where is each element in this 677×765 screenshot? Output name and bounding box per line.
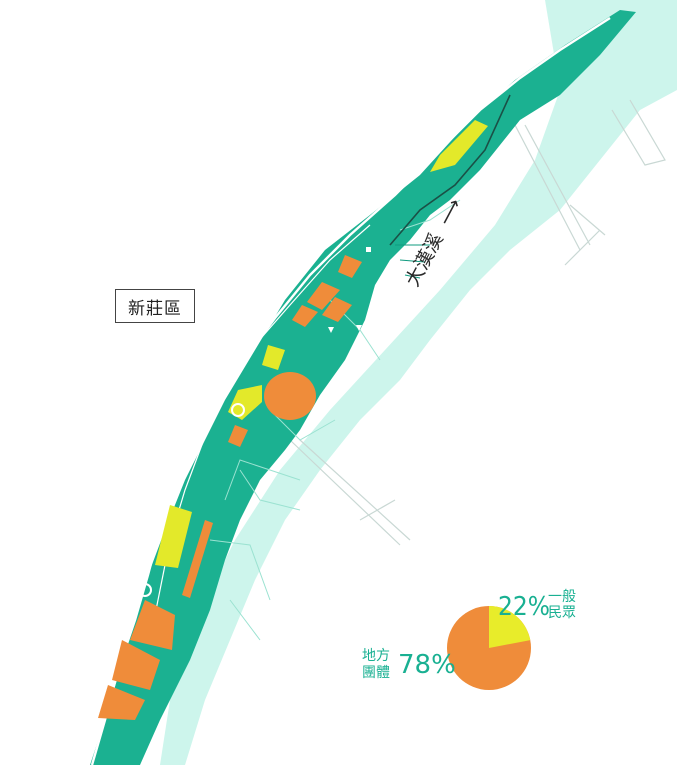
river-area [160, 0, 677, 765]
general-public-label: 一般民眾 [548, 589, 576, 621]
roundabout-south [138, 583, 152, 597]
trail [389, 94, 511, 246]
bridge-line [514, 124, 606, 266]
triangle-marker-2 [356, 325, 362, 331]
yellow-area-north [430, 120, 488, 172]
district-label-box: 新莊區 [115, 289, 195, 323]
pie-chart [447, 606, 531, 690]
orange-field-3 [98, 685, 145, 720]
orange-stadium [264, 372, 316, 420]
local-groups-label: 地方團體 [362, 648, 390, 681]
river-edge-stripes [395, 244, 430, 279]
orange-strip [182, 520, 213, 598]
orange-area-5 [228, 425, 248, 447]
yellow-area-left [228, 385, 262, 420]
orange-area-1 [338, 255, 362, 278]
path-network [209, 199, 461, 641]
building-marker [366, 247, 371, 252]
orange-field-2 [112, 640, 160, 690]
bridge-line-south [289, 439, 411, 546]
district-label: 新莊區 [128, 298, 182, 319]
orange-area-3 [322, 297, 352, 322]
roundabout-north [231, 403, 245, 417]
general-public-percent: 22% [498, 592, 550, 622]
pie-general-public [489, 606, 531, 648]
orange-field-1 [130, 600, 175, 650]
triangle-marker [328, 327, 334, 333]
orange-area-4 [292, 305, 318, 327]
dock-line [611, 99, 666, 166]
park-area [90, 10, 636, 765]
yellow-area-south [155, 505, 192, 568]
local-groups-percent: 78% [398, 650, 456, 680]
yellow-area-mid [262, 345, 285, 370]
orange-area-2 [307, 282, 340, 310]
